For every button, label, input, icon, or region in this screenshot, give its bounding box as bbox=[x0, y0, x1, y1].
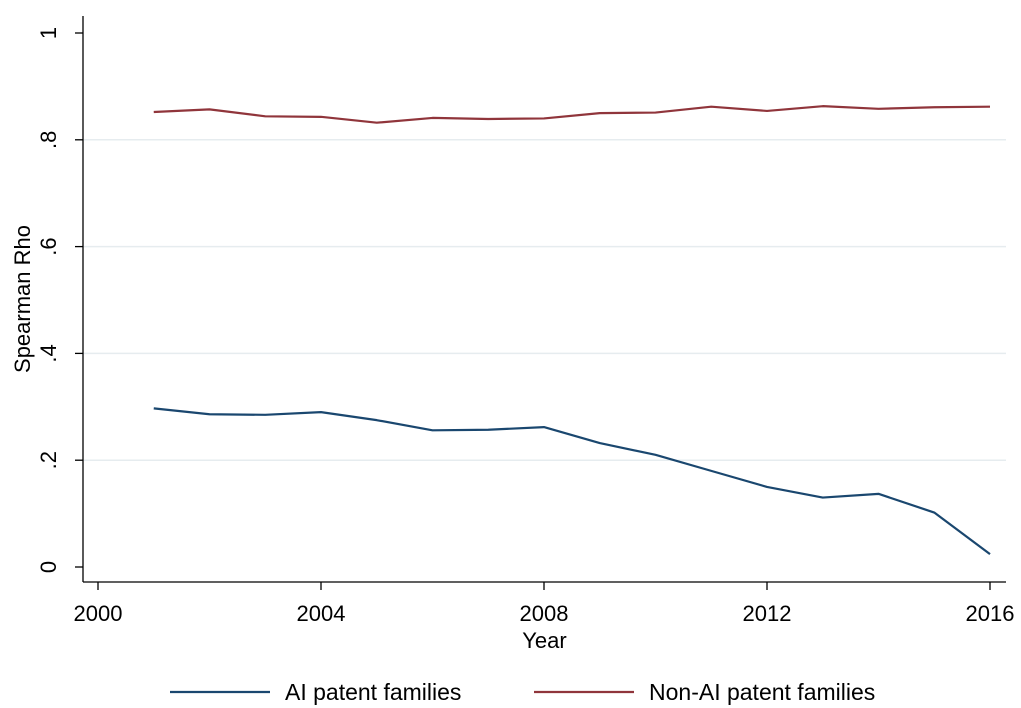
series-lines bbox=[153, 105, 991, 556]
y-tick-label: .2 bbox=[36, 451, 61, 469]
x-axis-ticks: 2000 2004 2008 2012 2016 bbox=[74, 582, 1015, 626]
x-tick-label: 2000 bbox=[74, 601, 123, 626]
y-axis-ticks: 0 .2 .4 .6 .8 1 bbox=[36, 27, 83, 573]
x-tick-label: 2004 bbox=[297, 601, 346, 626]
y-tick-label: .6 bbox=[36, 237, 61, 255]
legend-label-1: Non-AI patent families bbox=[649, 679, 875, 705]
series-line-1 bbox=[153, 105, 991, 124]
x-tick-label: 2008 bbox=[520, 601, 569, 626]
y-axis-title: Spearman Rho bbox=[10, 225, 35, 373]
y-gridlines bbox=[83, 139, 1006, 461]
legend-label-0: AI patent families bbox=[285, 679, 461, 705]
legend: AI patent families Non-AI patent families bbox=[170, 679, 875, 705]
series-line-0 bbox=[153, 407, 991, 556]
y-tick-label: .4 bbox=[36, 344, 61, 362]
x-axis-title: Year bbox=[522, 628, 566, 653]
y-tick-label: 0 bbox=[36, 561, 61, 573]
y-tick-label: 1 bbox=[36, 27, 61, 39]
x-tick-label: 2016 bbox=[966, 601, 1015, 626]
x-tick-label: 2012 bbox=[743, 601, 792, 626]
y-tick-label: .8 bbox=[36, 131, 61, 149]
